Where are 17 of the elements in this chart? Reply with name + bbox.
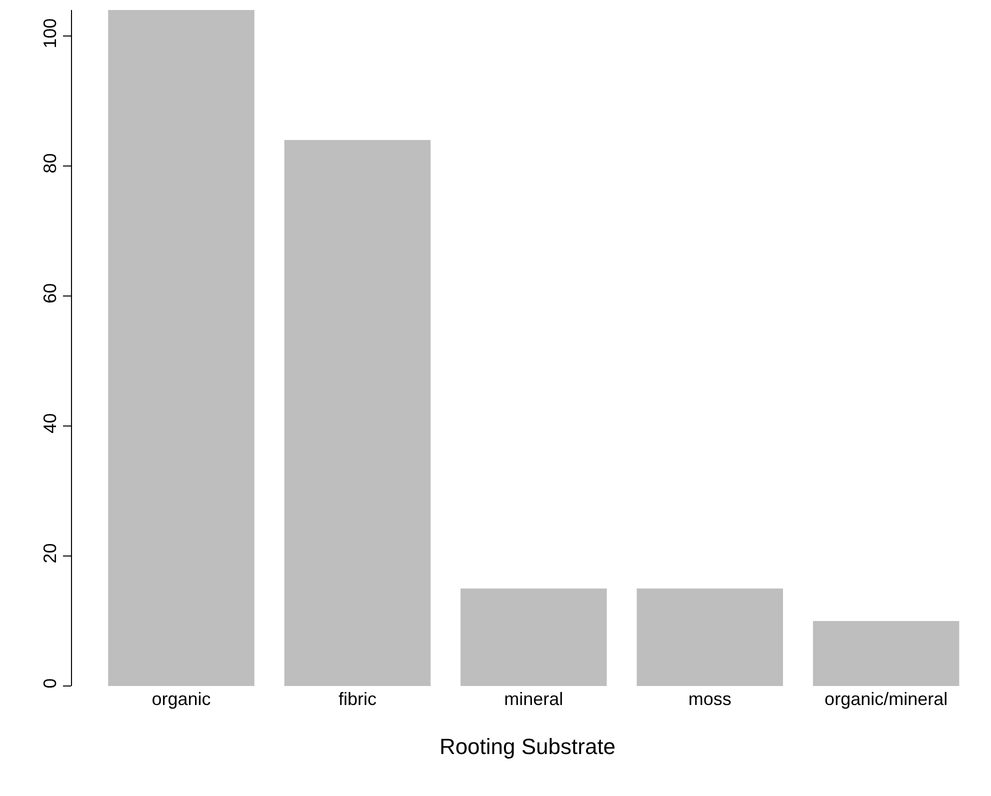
bar [636,588,783,686]
bar [812,621,960,686]
y-tick-label: 0 [40,678,60,688]
bar [460,588,607,686]
x-tick-label: organic/mineral [824,689,948,709]
y-tick-label: 40 [40,413,60,434]
x-tick-label: fibric [338,689,376,709]
y-tick-label: 60 [40,283,60,304]
y-tick-label: 20 [40,543,60,564]
x-tick-label: moss [688,689,732,709]
bar [108,10,254,686]
bar [284,140,431,686]
x-axis-title: Rooting Substrate [439,734,616,759]
y-tick-label: 100 [40,18,60,48]
x-tick-label: mineral [504,689,564,709]
x-tick-label: organic [152,689,211,709]
y-tick-label: 80 [40,153,60,174]
